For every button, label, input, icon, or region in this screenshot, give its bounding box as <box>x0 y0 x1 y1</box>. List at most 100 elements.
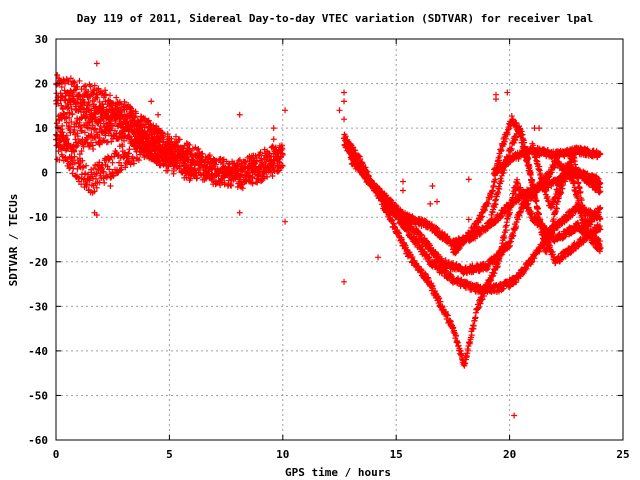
data-point <box>59 153 66 160</box>
data-point <box>278 153 285 160</box>
data-point <box>253 157 260 164</box>
data-point <box>89 122 96 129</box>
data-point <box>264 173 271 180</box>
data-point <box>217 157 224 164</box>
data-point <box>67 75 74 82</box>
data-point <box>101 179 108 186</box>
data-point <box>204 161 211 168</box>
data-point <box>64 100 71 107</box>
data-point <box>208 170 215 177</box>
data-point <box>79 157 86 164</box>
data-point <box>226 173 233 180</box>
data-point <box>74 173 81 180</box>
data-point <box>246 169 253 176</box>
data-point <box>228 182 235 189</box>
data-point <box>100 106 107 113</box>
data-point <box>68 88 75 95</box>
data-point <box>276 167 283 174</box>
data-point <box>57 79 64 86</box>
data-point <box>224 166 231 173</box>
data-point <box>247 177 254 184</box>
data-point <box>68 105 75 112</box>
data-point <box>279 150 286 157</box>
data-point <box>90 126 97 133</box>
data-point <box>68 119 75 126</box>
data-point <box>58 84 65 91</box>
data-point <box>239 185 246 192</box>
data-points <box>53 60 604 419</box>
data-point <box>71 159 78 166</box>
data-point <box>271 160 278 167</box>
data-point <box>235 180 242 187</box>
data-point <box>97 123 104 130</box>
data-point <box>223 172 230 179</box>
data-point <box>102 91 109 98</box>
data-point <box>186 141 193 148</box>
data-point <box>113 94 120 101</box>
data-point <box>176 136 183 143</box>
data-point <box>74 83 81 90</box>
data-point <box>69 111 76 118</box>
data-point <box>54 71 61 78</box>
data-point <box>252 153 259 160</box>
data-point <box>242 164 249 171</box>
data-point <box>195 170 202 177</box>
data-point <box>508 113 515 120</box>
data-point <box>87 83 94 90</box>
data-point <box>82 170 89 177</box>
data-point <box>63 113 70 120</box>
data-point <box>197 161 204 168</box>
data-point <box>76 77 83 84</box>
data-point <box>84 102 91 109</box>
grid <box>56 39 623 440</box>
data-point <box>213 157 220 164</box>
data-point <box>206 152 213 159</box>
data-point <box>172 133 179 140</box>
chart-title: Day 119 of 2011, Sidereal Day-to-day VTE… <box>77 12 594 25</box>
data-point <box>81 83 88 90</box>
data-point <box>82 82 89 89</box>
data-point <box>242 159 249 166</box>
data-point <box>203 175 210 182</box>
data-point <box>265 168 272 175</box>
data-point <box>92 125 99 132</box>
data-point <box>199 157 206 164</box>
data-point <box>257 149 264 156</box>
data-point <box>276 158 283 165</box>
data-point <box>218 177 225 184</box>
data-point <box>258 155 265 162</box>
data-point <box>278 142 285 149</box>
data-point <box>62 80 69 87</box>
data-point <box>195 145 202 152</box>
data-point <box>101 92 108 99</box>
data-point <box>168 135 175 142</box>
data-point <box>53 120 60 127</box>
data-point <box>227 166 234 173</box>
data-point <box>74 99 81 106</box>
data-point <box>194 146 201 153</box>
data-point <box>238 182 245 189</box>
data-point <box>188 153 195 160</box>
data-point <box>279 162 286 169</box>
data-point <box>76 163 83 170</box>
data-point <box>236 156 243 163</box>
data-point <box>85 107 92 114</box>
data-point <box>255 168 262 175</box>
data-point <box>91 82 98 89</box>
data-point <box>145 117 152 124</box>
data-point <box>245 172 252 179</box>
data-point <box>255 152 262 159</box>
data-point <box>254 179 261 186</box>
data-point <box>194 174 201 181</box>
data-point <box>269 173 276 180</box>
data-point <box>75 174 82 181</box>
data-point <box>209 171 216 178</box>
series-track <box>53 98 173 170</box>
data-point <box>245 178 252 185</box>
data-point <box>210 177 217 184</box>
data-point <box>249 180 256 187</box>
data-point <box>107 92 114 99</box>
data-point <box>85 98 92 105</box>
data-point <box>212 181 219 188</box>
